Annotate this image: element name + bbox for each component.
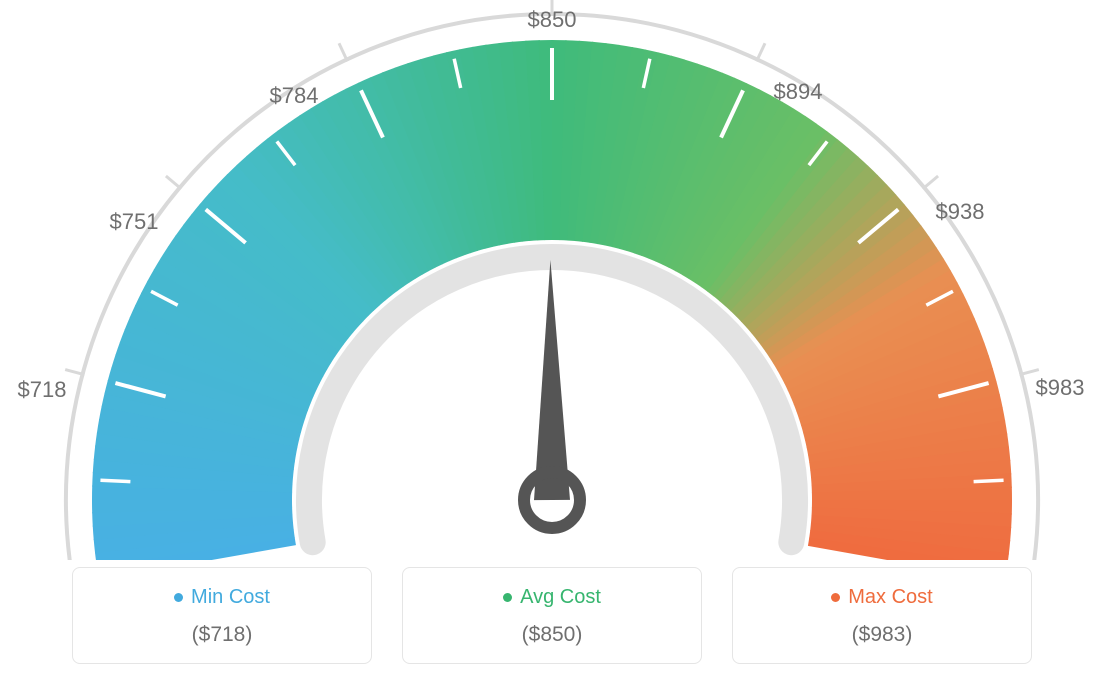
gauge-chart: $718 $751 $784 $850 $894 $938 $983 bbox=[0, 0, 1104, 560]
gauge-tick-label: $983 bbox=[1036, 375, 1085, 401]
legend-value-avg: ($850) bbox=[413, 623, 691, 647]
dot-icon bbox=[174, 593, 183, 602]
gauge-tick-label: $938 bbox=[936, 199, 985, 225]
gauge-tick-label: $850 bbox=[528, 7, 577, 33]
gauge-tick-label: $784 bbox=[270, 83, 319, 109]
legend-title-min: Min Cost bbox=[174, 586, 270, 609]
legend-value-max: ($983) bbox=[743, 623, 1021, 647]
legend-value-min: ($718) bbox=[83, 623, 361, 647]
gauge-tick-label: $718 bbox=[18, 377, 67, 403]
legend-row: Min Cost ($718) Avg Cost ($850) Max Cost… bbox=[0, 567, 1104, 664]
gauge-tick-label: $894 bbox=[774, 79, 823, 105]
legend-label: Avg Cost bbox=[520, 586, 601, 609]
legend-title-avg: Avg Cost bbox=[503, 586, 601, 609]
gauge-svg bbox=[0, 0, 1104, 560]
legend-card-min: Min Cost ($718) bbox=[72, 567, 372, 664]
gauge-tick-label: $751 bbox=[110, 209, 159, 235]
dot-icon bbox=[831, 593, 840, 602]
legend-card-avg: Avg Cost ($850) bbox=[402, 567, 702, 664]
legend-card-max: Max Cost ($983) bbox=[732, 567, 1032, 664]
legend-label: Min Cost bbox=[191, 586, 270, 609]
legend-label: Max Cost bbox=[848, 586, 932, 609]
legend-title-max: Max Cost bbox=[831, 586, 932, 609]
dot-icon bbox=[503, 593, 512, 602]
